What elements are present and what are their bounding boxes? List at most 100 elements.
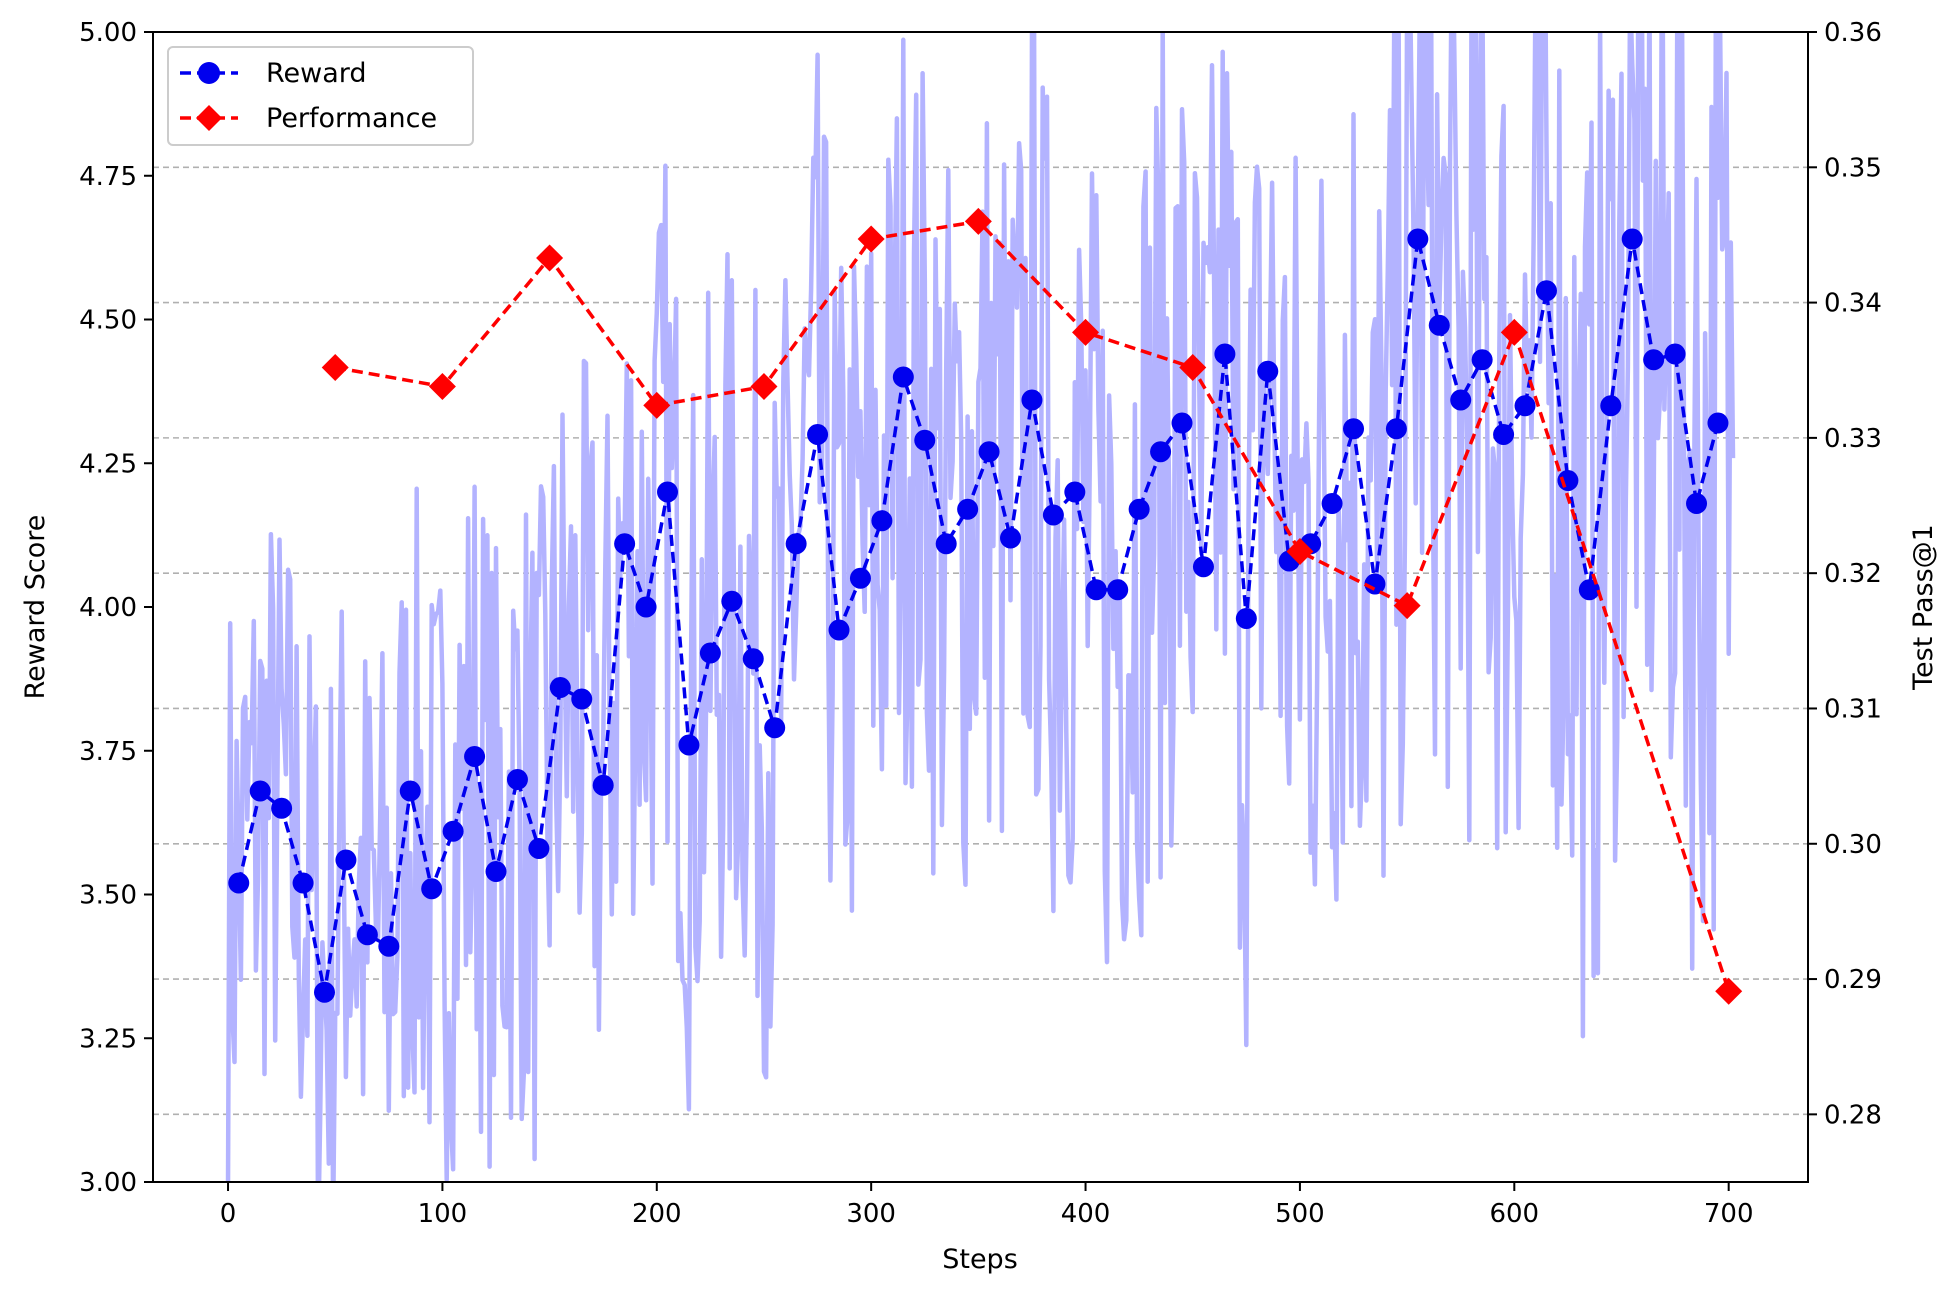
x-tick-label: 600: [1489, 1199, 1539, 1229]
raw-reward-series: [225, 32, 1736, 1182]
performance-point: [1393, 592, 1421, 620]
performance-point: [1179, 354, 1207, 382]
reward-point: [1407, 228, 1429, 250]
performance-point: [857, 225, 885, 253]
y-left-axis-title: Reward Score: [20, 515, 51, 700]
y-left-tick-label: 3.00: [79, 1168, 137, 1198]
reward-point: [849, 567, 871, 589]
reward-point: [571, 688, 593, 710]
reward-point: [421, 878, 443, 900]
reward-point: [442, 820, 464, 842]
y-right-tick-label: 0.28: [1824, 1100, 1882, 1130]
y-left-tick-label: 4.75: [79, 162, 137, 192]
reward-point: [506, 769, 528, 790]
reward-point: [1493, 424, 1515, 445]
reward-point: [635, 596, 657, 618]
y-right-axis-ticks: 0.28 0.29 0.30 0.31 0.32 0.33 0.34 0.35 0.36: [1808, 18, 1882, 1130]
reward-point: [807, 424, 829, 445]
legend-reward-label: Reward: [266, 58, 367, 89]
reward-point: [271, 797, 293, 819]
raw-reward-line: [225, 32, 1736, 1182]
y-right-tick-label: 0.31: [1824, 694, 1882, 724]
performance-point: [1715, 977, 1743, 1005]
y-right-tick-label: 0.36: [1824, 18, 1882, 48]
reward-point: [1150, 441, 1172, 463]
x-axis-ticks: 0 100 200 300 400 500 600 700: [220, 1182, 1754, 1229]
reward-point: [699, 642, 721, 664]
reward-point: [742, 648, 764, 670]
y-right-tick-label: 0.33: [1824, 424, 1882, 454]
x-tick-label: 500: [1275, 1199, 1325, 1229]
y-right-tick-label: 0.32: [1824, 559, 1882, 589]
reward-point: [1107, 579, 1129, 601]
reward-point: [1535, 280, 1557, 302]
reward-point: [1621, 228, 1643, 250]
reward-point: [1643, 349, 1665, 371]
reward-point: [935, 533, 957, 555]
y-left-tick-label: 4.50: [79, 306, 137, 336]
legend: Reward Performance: [167, 46, 474, 146]
y-right-tick-label: 0.29: [1824, 965, 1882, 995]
reward-point: [314, 981, 336, 1003]
reward-point: [356, 924, 378, 946]
reward-point: [785, 533, 807, 555]
reward-point: [1257, 360, 1279, 382]
reward-point: [335, 849, 357, 871]
reward-point: [614, 533, 636, 555]
reward-point: [1514, 395, 1536, 417]
reward-point: [485, 861, 507, 882]
reward-point: [657, 481, 679, 503]
reward-point: [764, 717, 786, 739]
x-tick-label: 400: [1061, 1199, 1111, 1229]
reward-point: [1235, 608, 1257, 629]
y-left-tick-label: 3.25: [79, 1024, 137, 1054]
performance-point: [643, 391, 671, 419]
x-tick-label: 0: [220, 1199, 237, 1229]
y-left-tick-label: 4.00: [79, 593, 137, 623]
reward-point: [1171, 412, 1193, 434]
performance-point: [536, 244, 564, 272]
reward-point: [378, 935, 400, 957]
reward-point: [678, 734, 700, 756]
reward-point: [549, 677, 571, 698]
legend-box: [167, 46, 474, 146]
reward-point: [1664, 343, 1686, 365]
x-axis-title: Steps: [942, 1244, 1018, 1275]
y-left-tick-label: 4.25: [79, 449, 137, 479]
y-right-tick-label: 0.34: [1824, 289, 1882, 319]
reward-series: [228, 228, 1729, 1003]
performance-point: [750, 372, 778, 400]
x-tick-label: 200: [632, 1199, 682, 1229]
legend-reward-marker: [198, 62, 220, 84]
y-right-tick-label: 0.35: [1824, 153, 1882, 183]
reward-point: [957, 498, 979, 520]
reward-point: [1707, 412, 1729, 434]
reward-point: [914, 429, 936, 451]
y-left-tick-label: 3.50: [79, 881, 137, 911]
reward-point: [464, 746, 486, 767]
reward-point: [1385, 418, 1407, 440]
legend-performance-marker: [196, 105, 222, 131]
x-tick-label: 300: [846, 1199, 896, 1229]
legend-performance-label: Performance: [266, 103, 437, 134]
reward-point: [249, 780, 271, 802]
reward-point: [1128, 498, 1150, 520]
reward-point: [1428, 314, 1450, 336]
reward-point: [228, 872, 250, 894]
reward-point: [1192, 556, 1214, 578]
performance-point: [964, 207, 992, 235]
x-tick-label: 100: [418, 1199, 468, 1229]
reward-point: [828, 619, 850, 641]
reward-point: [1214, 343, 1236, 365]
performance-point: [1072, 318, 1100, 346]
reward-point: [1557, 470, 1579, 491]
reward-point: [1600, 395, 1622, 417]
reward-point: [871, 510, 893, 532]
y-right-axis-title: Test Pass@1: [1908, 524, 1939, 691]
reward-point: [528, 838, 550, 859]
reward-point: [1450, 389, 1472, 411]
performance-point: [1286, 538, 1314, 566]
reward-point: [292, 872, 314, 894]
reward-point: [1471, 349, 1493, 371]
